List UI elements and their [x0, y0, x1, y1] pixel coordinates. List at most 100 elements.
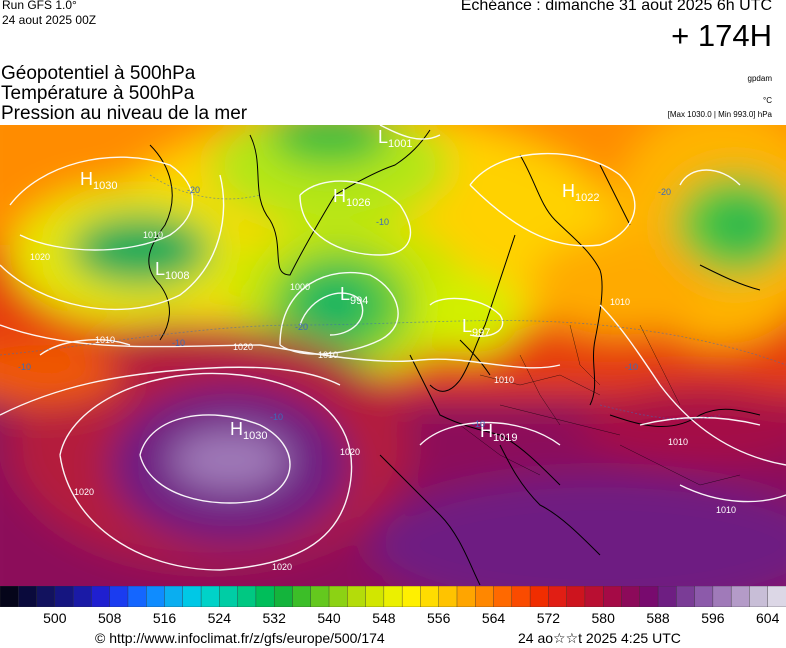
generation-time: 24 ao☆☆t 2025 4:25 UTC	[518, 630, 681, 646]
unit-temperature: °C	[763, 96, 772, 105]
scale-swatch	[676, 586, 696, 607]
isobars	[0, 125, 786, 571]
isobar-label: 1010	[95, 335, 115, 345]
temperature-isotherms	[0, 174, 786, 420]
color-scale	[0, 586, 786, 607]
scale-swatch	[182, 586, 202, 607]
isobar-label: 1010	[668, 437, 688, 447]
isobar-label: 1000	[290, 282, 310, 292]
temperature-label: -20	[658, 187, 671, 197]
scale-swatch	[255, 586, 275, 607]
unit-geopotential: gpdam	[747, 74, 772, 83]
scale-swatch	[730, 586, 751, 607]
scale-swatch	[109, 586, 129, 607]
temperature-label: -20	[295, 322, 308, 332]
isobar-label: 1010	[610, 297, 630, 307]
scale-swatch	[493, 586, 513, 607]
temperature-label: -10	[625, 362, 638, 372]
temperature-label: -20	[187, 185, 200, 195]
scale-swatch	[639, 586, 659, 607]
scale-swatch	[310, 586, 330, 607]
legend-pressure: Pression au niveau de la mer	[1, 103, 248, 124]
scale-swatch	[475, 586, 495, 607]
scale-swatch	[219, 586, 239, 607]
run-date: 24 aout 2025 00Z	[2, 13, 97, 27]
forecast-lead-time: + 174H	[671, 18, 772, 53]
scale-swatch	[584, 586, 604, 607]
scale-swatch	[603, 586, 623, 607]
scale-tick-label: 564	[481, 610, 506, 626]
scale-tick-label: 532	[262, 610, 286, 626]
scale-swatch	[529, 586, 550, 607]
scale-swatch	[566, 586, 586, 607]
isobar-label: 1010	[143, 230, 163, 240]
isobar-labels: 1010 1020 1010 1000 1010 1020 1020 1020 …	[30, 230, 736, 572]
run-model: Run GFS 1.0°	[2, 0, 77, 12]
weather-map: H1030 H1026 H1022 L1001 L1008 L994 L997 …	[0, 125, 786, 586]
temperature-label: -10	[270, 412, 283, 422]
temperature-label: -10	[472, 419, 485, 429]
scale-swatch	[347, 586, 367, 607]
coastlines	[148, 129, 761, 586]
scale-swatch	[146, 586, 166, 607]
isobar-label: 1020	[233, 342, 253, 352]
geopotential-field	[0, 125, 786, 586]
isobar-label: 1020	[272, 562, 292, 572]
scale-swatch	[365, 586, 385, 607]
scale-swatch	[200, 586, 221, 607]
scale-tick-label: 596	[701, 610, 725, 626]
scale-tick-label: 588	[646, 610, 670, 626]
scale-swatch	[36, 586, 56, 607]
scale-swatch	[127, 586, 147, 607]
isobar-label: 1010	[716, 505, 736, 515]
scale-tick-label: 556	[427, 610, 451, 626]
scale-tick-label: 580	[591, 610, 615, 626]
pressure-range: [Max 1030.0 | Min 993.0] hPa	[667, 110, 772, 119]
scale-tick-label: 540	[317, 610, 341, 626]
scale-swatch	[438, 586, 458, 607]
legend-temperature: Température à 500hPa	[1, 83, 195, 104]
isobar-label: 1010	[494, 375, 514, 385]
scale-swatch	[72, 586, 93, 607]
scale-swatch	[548, 586, 568, 607]
scale-tick-label: 508	[98, 610, 122, 626]
scale-swatch	[0, 586, 19, 607]
scale-tick-label: 572	[536, 610, 561, 626]
scale-swatch	[54, 586, 74, 607]
scale-swatch	[749, 586, 769, 607]
source-url: © http://www.infoclimat.fr/z/gfs/europe/…	[95, 630, 385, 646]
isobar-label: 1010	[318, 350, 338, 360]
scale-swatch	[621, 586, 641, 607]
scale-swatch	[328, 586, 348, 607]
color-scale-ticks: 500 508 516 524 532 540 548 556 564 572 580 588 596 6…	[0, 610, 786, 630]
scale-swatch	[18, 586, 38, 607]
scale-tick-label: 524	[207, 610, 231, 626]
scale-swatch	[237, 586, 257, 607]
scale-tick-label: 604	[756, 610, 780, 626]
isobar-label: 1020	[74, 487, 94, 497]
header: Run GFS 1.0° 24 aout 2025 00Z Echéance :…	[0, 0, 786, 128]
temperature-label: -10	[18, 362, 31, 372]
scale-swatch	[456, 586, 476, 607]
scale-swatch	[292, 586, 312, 607]
temperature-label: -10	[376, 217, 389, 227]
temperature-labels: -10 -20 -20 -10 -10 -10 -10 -20 -10	[18, 185, 671, 429]
scale-tick-label: 516	[152, 610, 177, 626]
temperature-label: -10	[172, 338, 185, 348]
scale-swatch	[164, 586, 184, 607]
scale-tick-label: 500	[43, 610, 67, 626]
scale-swatch	[712, 586, 732, 607]
scale-swatch	[401, 586, 422, 607]
scale-swatch	[383, 586, 403, 607]
isobar-label: 1020	[340, 447, 360, 457]
scale-swatch	[420, 586, 440, 607]
isobar-label: 1020	[30, 252, 50, 262]
legend-geopotential: Géopotentiel à 500hPa	[1, 63, 196, 84]
scale-swatch	[694, 586, 714, 607]
scale-swatch	[273, 586, 294, 607]
scale-swatch	[767, 586, 786, 607]
scale-tick-label: 548	[372, 610, 396, 626]
scale-swatch	[91, 586, 111, 607]
scale-swatch	[511, 586, 531, 607]
scale-swatch	[657, 586, 678, 607]
